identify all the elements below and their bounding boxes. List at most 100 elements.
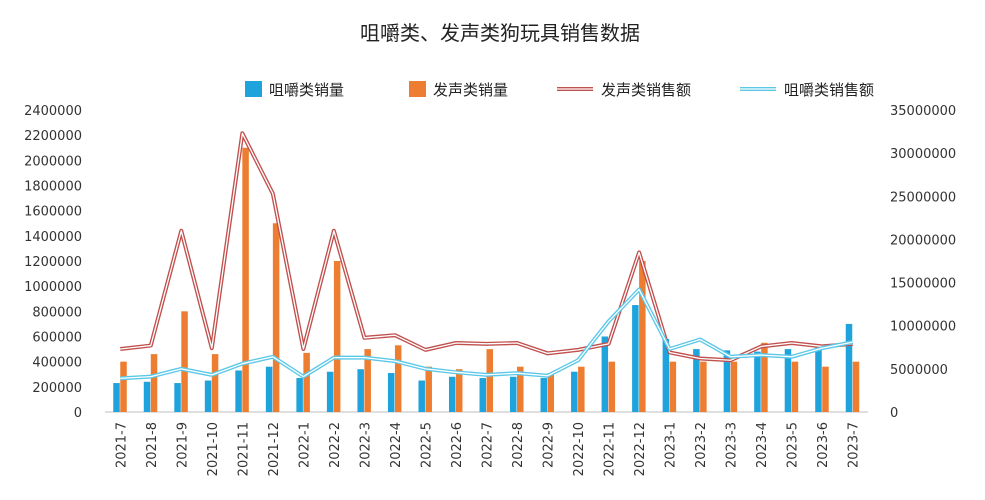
left-tick-label: 400000 — [32, 356, 82, 371]
squeak-sales-bar — [242, 147, 249, 412]
x-tick-label: 2022-8 — [511, 422, 526, 468]
left-tick-label: 2000000 — [24, 154, 82, 169]
x-axis: 2021-7 2021-8 2021-9 2021-10 2021-11 2021-12 2… — [105, 411, 868, 476]
right-tick-label: 20000000 — [890, 233, 956, 248]
x-tick-label: 2021-11 — [236, 422, 251, 476]
left-tick-label: 1800000 — [24, 180, 82, 195]
squeak-sales-bar — [639, 261, 646, 412]
chew-sales-bar — [448, 376, 456, 412]
chew-revenue-line-inner — [120, 288, 853, 379]
squeak-sales-bar — [120, 361, 127, 412]
squeak-sales-bar — [425, 366, 432, 412]
x-tick-label: 2022-6 — [450, 422, 465, 468]
legend-label: 咀嚼类销量 — [269, 81, 344, 99]
squeak-sales-bar — [608, 361, 616, 412]
x-tick-label: 2022-2 — [328, 422, 343, 468]
legend-label: 发声类销售额 — [601, 81, 691, 99]
left-tick-label: 1600000 — [24, 205, 82, 220]
chew-sales-bar — [265, 366, 273, 412]
chew-sales-bar — [815, 345, 822, 412]
squeak-sales-bar — [150, 354, 158, 412]
x-tick-label: 2021-9 — [175, 422, 190, 468]
chew-sales-bar — [723, 350, 731, 412]
right-tick-label: 5000000 — [890, 363, 948, 378]
legend-label: 发声类销量 — [433, 81, 508, 99]
x-tick-label: 2022-1 — [297, 422, 312, 468]
left-tick-label: 2400000 — [24, 104, 82, 119]
left-tick-label: 1400000 — [24, 230, 82, 245]
bars-group — [113, 147, 860, 412]
chew-sales-bar — [113, 383, 120, 412]
squeak-sales-bar — [822, 366, 829, 412]
right-axis: 0 5000000 10000000 15000000 20000000 25000000… — [890, 104, 956, 421]
squeak-sales-bar — [455, 369, 463, 412]
chew-sales-bar — [845, 323, 853, 412]
x-tick-label: 2022-4 — [389, 422, 404, 468]
x-tick-label: 2022-7 — [481, 422, 496, 468]
chew-sales-bar — [662, 339, 670, 412]
x-tick-label: 2022-3 — [358, 422, 373, 468]
squeak-sales-bar — [700, 361, 707, 412]
x-tick-label: 2022-11 — [603, 422, 618, 476]
x-tick-label: 2023-1 — [664, 422, 679, 468]
squeak-sales-bar — [364, 349, 371, 412]
chew-sales-bar — [204, 380, 212, 412]
x-tick-label: 2022-10 — [572, 422, 587, 476]
left-tick-label: 2200000 — [24, 129, 82, 144]
x-tick-label: 2023-4 — [755, 422, 770, 468]
chew-sales-bar — [510, 376, 517, 412]
right-tick-label: 0 — [890, 406, 898, 421]
squeak-sales-bar — [181, 311, 188, 412]
squeak-revenue-line-inner — [120, 132, 853, 361]
squeak-sales-bar — [852, 361, 860, 412]
legend-label: 咀嚼类销售额 — [784, 81, 874, 99]
left-tick-label: 200000 — [32, 381, 82, 396]
x-tick-label: 2022-5 — [419, 422, 434, 468]
squeak-sales-bar — [669, 361, 677, 412]
x-tick-label: 2023-7 — [847, 422, 862, 468]
chew-sales-bar — [387, 372, 395, 412]
left-tick-label: 600000 — [32, 331, 82, 346]
left-axis: 0 200000 400000 600000 800000 1000000 1200000 1… — [24, 104, 82, 421]
chart-title: 咀嚼类、发声类狗玩具销售数据 — [360, 21, 640, 45]
chew-sales-bar — [571, 371, 578, 412]
x-tick-label: 2021-8 — [145, 422, 160, 468]
x-tick-label: 2022-9 — [542, 422, 557, 468]
x-tick-label: 2023-3 — [725, 422, 740, 468]
left-tick-label: 1000000 — [24, 280, 82, 295]
left-tick-label: 0 — [74, 406, 82, 421]
chew-sales-bar — [143, 381, 151, 412]
legend: 咀嚼类销量 发声类销量 发声类销售额 咀嚼类销售额 — [245, 81, 874, 99]
x-tick-label: 2023-2 — [694, 422, 709, 468]
squeak-sales-bar — [303, 352, 310, 412]
right-tick-label: 15000000 — [890, 277, 956, 292]
right-tick-label: 30000000 — [890, 147, 956, 162]
left-tick-label: 800000 — [32, 305, 82, 320]
squeak-sales-bar — [730, 361, 738, 412]
squeak-sales-bar — [486, 349, 493, 412]
squeak-sales-bar — [517, 366, 524, 412]
squeak-sales-bar — [272, 223, 280, 412]
squeak-sales-bar — [333, 261, 341, 412]
chew-sales-bar — [693, 349, 700, 412]
x-tick-label: 2021-12 — [267, 422, 282, 476]
squeak-sales-bar — [791, 361, 799, 412]
chew-sales-bar — [235, 370, 242, 412]
chew-sales-bar — [357, 369, 364, 412]
legend-swatch — [245, 81, 262, 97]
right-tick-label: 25000000 — [890, 190, 956, 205]
squeak-sales-bar — [578, 366, 585, 412]
x-tick-label: 2022-12 — [633, 422, 648, 476]
chew-sales-bar — [754, 351, 761, 412]
squeak-sales-bar — [761, 342, 768, 412]
chew-sales-bar — [326, 371, 334, 412]
chew-sales-bar — [479, 378, 486, 412]
lines-group — [120, 131, 854, 381]
chew-sales-bar — [632, 305, 639, 412]
right-tick-label: 10000000 — [890, 320, 956, 335]
right-tick-label: 35000000 — [890, 104, 956, 119]
left-tick-label: 1200000 — [24, 255, 82, 270]
chew-sales-bar — [601, 336, 609, 412]
